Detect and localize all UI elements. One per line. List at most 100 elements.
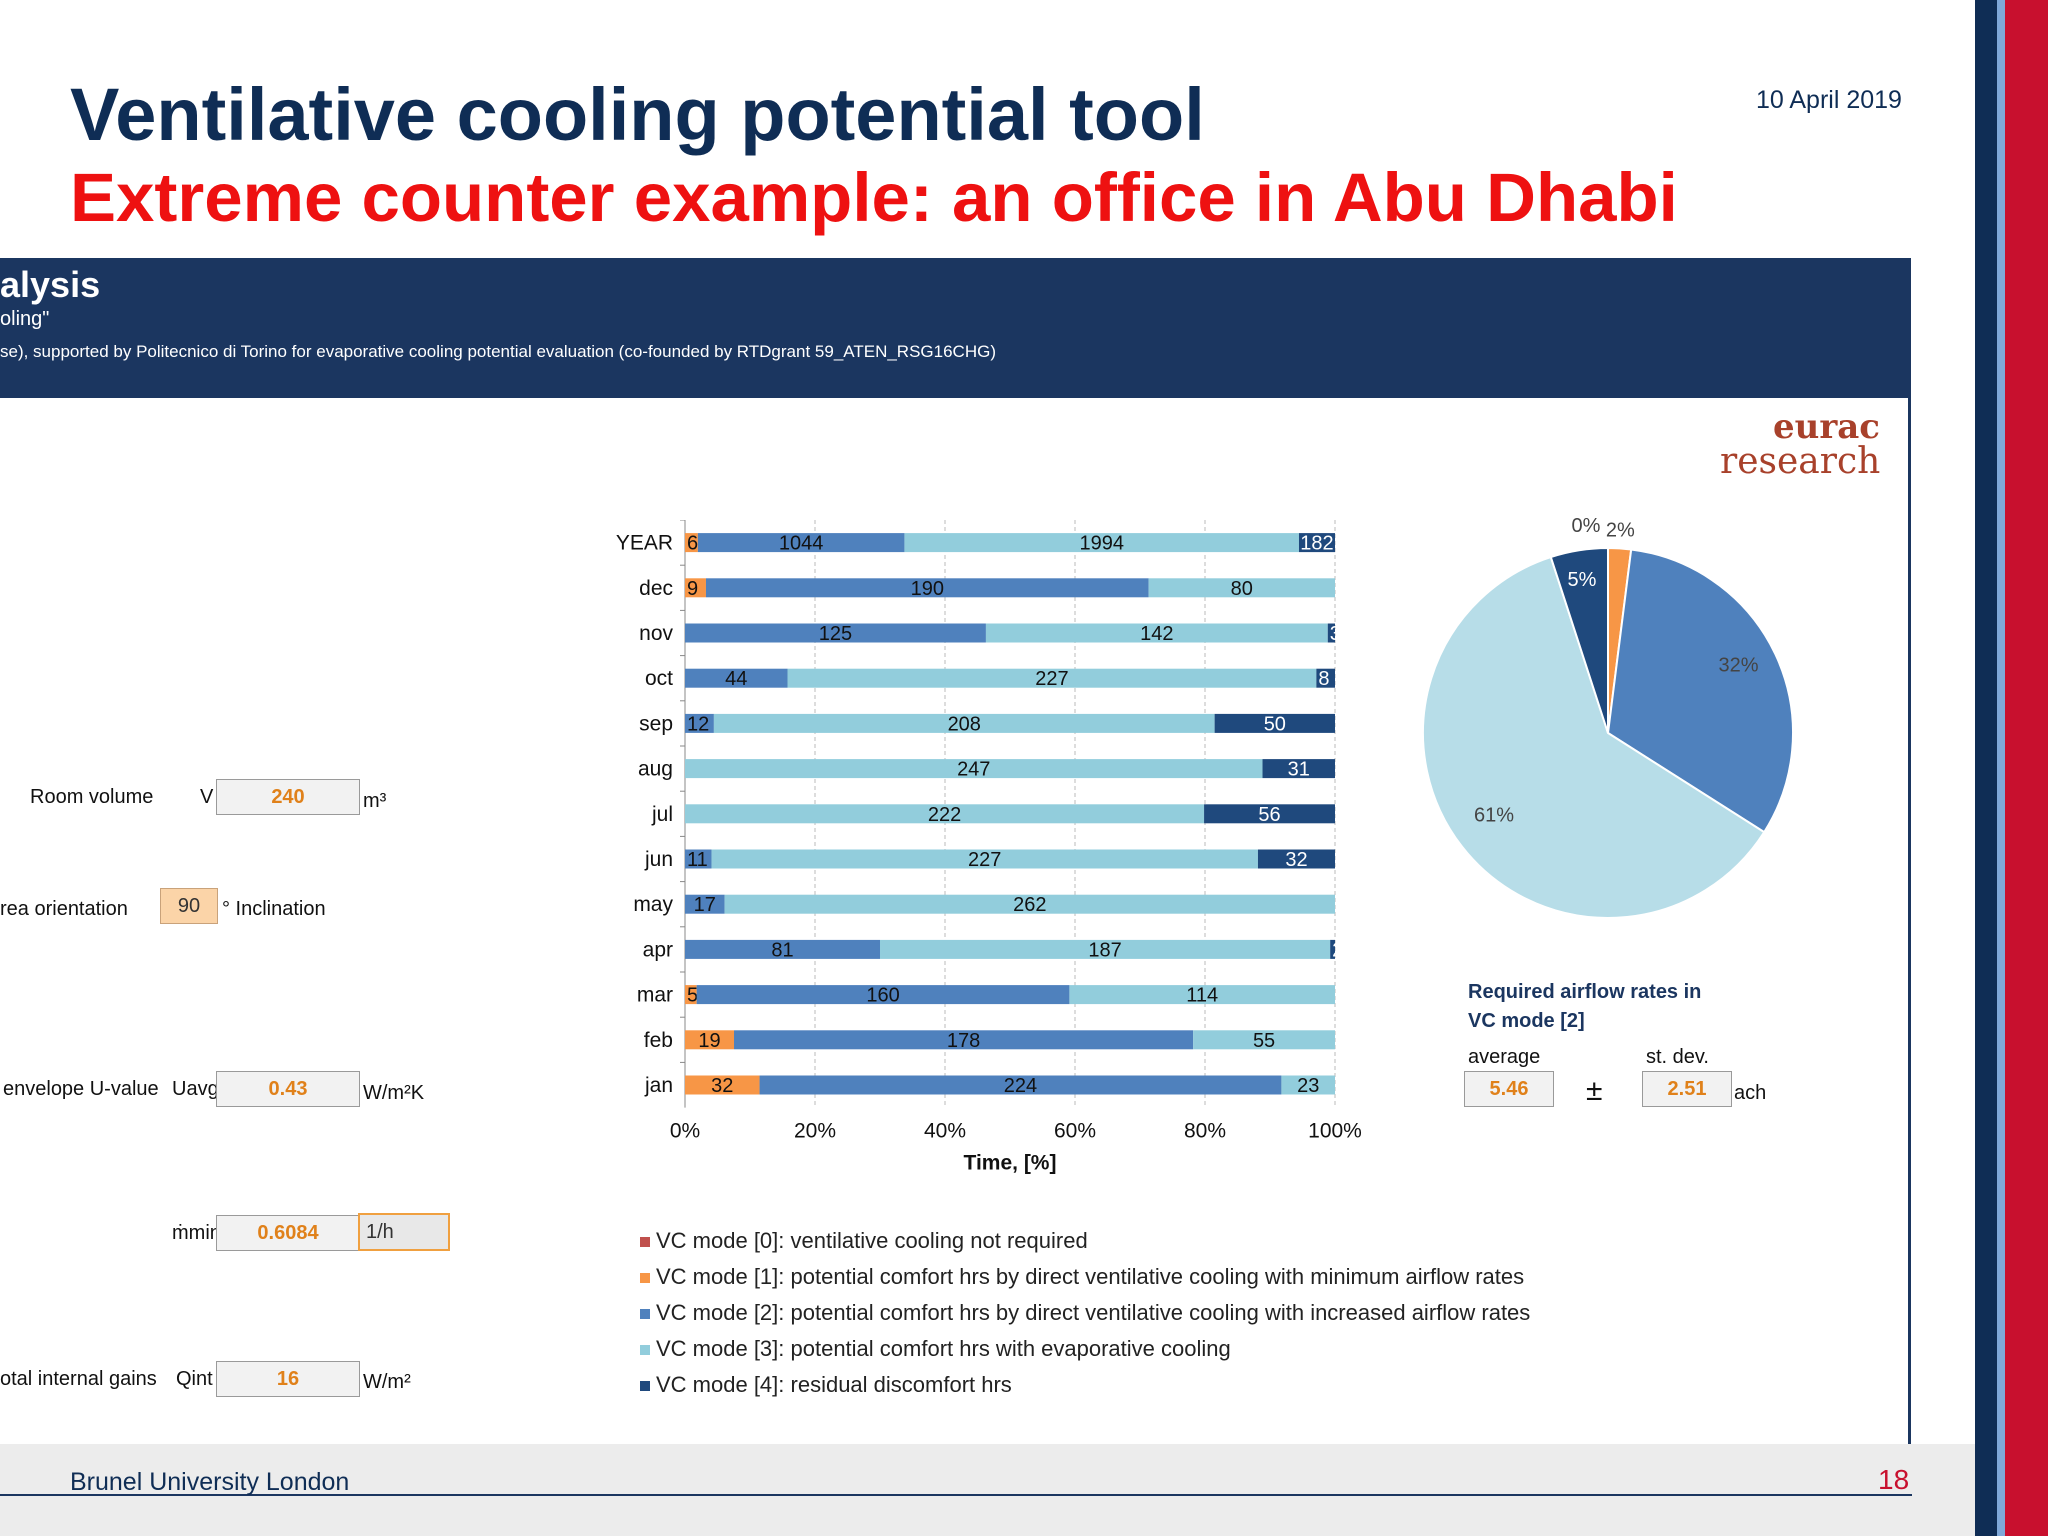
room-volume-field[interactable]: 240 xyxy=(216,779,360,815)
banner-credit: se), supported by Politecnico di Torino … xyxy=(0,342,996,361)
data-label: 0 xyxy=(1337,578,1348,600)
bar-segment xyxy=(711,849,1258,869)
data-label: 0 xyxy=(1337,985,1348,1007)
data-label: 11 xyxy=(687,849,708,871)
internal-gains-symbol: Qint xyxy=(176,1368,213,1390)
x-tick-label: 80% xyxy=(1184,1120,1226,1143)
data-label: 5 xyxy=(687,985,698,1007)
bar-segment xyxy=(734,1030,1194,1050)
airflow-average-field[interactable]: 5.46 xyxy=(1464,1071,1554,1107)
bar-segment xyxy=(705,578,1149,598)
pie-value-label: 32% xyxy=(1719,655,1759,677)
stripe-dark-navy xyxy=(1975,0,1997,1536)
x-tick-label: 100% xyxy=(1308,1120,1362,1143)
bar-segment xyxy=(685,1030,735,1050)
data-label: 125 xyxy=(819,623,852,645)
legend-item: VC mode [4]: residual discomfort hrs xyxy=(640,1372,1012,1398)
bar-segment xyxy=(697,533,905,553)
pie-value-label: 5% xyxy=(1568,569,1597,591)
bar-segment xyxy=(1204,804,1335,824)
data-label: 262 xyxy=(1013,894,1046,916)
y-tick-label: nov xyxy=(639,622,673,645)
internal-gains-unit: W/m² xyxy=(363,1371,411,1393)
data-label: 0 xyxy=(1337,894,1348,916)
y-tick-label: oct xyxy=(645,667,673,690)
data-label: 160 xyxy=(866,985,899,1007)
room-volume-label: Room volume xyxy=(30,786,154,808)
data-label: 1044 xyxy=(779,533,824,555)
internal-gains-field[interactable]: 16 xyxy=(216,1361,360,1397)
y-tick-label: may xyxy=(633,893,673,916)
data-label: 247 xyxy=(957,759,990,781)
data-label: 182 xyxy=(1300,533,1333,555)
u-value-unit: W/m²K xyxy=(363,1082,425,1104)
data-label: 190 xyxy=(911,578,944,600)
data-label: 8 xyxy=(1318,668,1329,690)
data-label: 12 xyxy=(687,713,709,735)
bar-segment xyxy=(713,713,1215,733)
pie-value-label: 0% xyxy=(1572,515,1601,537)
monthly-stacked-bar-chart: 0%20%40%60%80%100%Time, [%]YEAR651044199… xyxy=(616,520,1362,1175)
data-label: 32 xyxy=(711,1075,733,1097)
data-label: 227 xyxy=(968,849,1001,871)
data-label: 81 xyxy=(771,939,793,961)
room-volume-symbol: V xyxy=(200,786,214,808)
data-label: 178 xyxy=(947,1030,980,1052)
eurac-logo: eurac research xyxy=(1720,410,1880,480)
data-label: 224 xyxy=(1004,1075,1037,1097)
bar-segment xyxy=(1214,713,1335,733)
bar-segment xyxy=(685,533,698,553)
data-label: 80 xyxy=(1231,578,1253,600)
data-label: 50 xyxy=(1264,713,1286,735)
y-tick-label: jun xyxy=(644,848,673,871)
min-airflow-field[interactable]: 0.6084 xyxy=(216,1215,360,1251)
legend-item: VC mode [2]: potential comfort hrs by di… xyxy=(640,1300,1530,1326)
data-label: 142 xyxy=(1140,623,1173,645)
plus-minus-symbol: ± xyxy=(1586,1074,1603,1107)
bar-segment xyxy=(1148,578,1335,598)
orientation-field[interactable]: 90 xyxy=(160,888,218,924)
bar-segment xyxy=(685,894,725,914)
bar-segment xyxy=(685,668,788,688)
data-label: 222 xyxy=(928,804,961,826)
bar-segment xyxy=(685,849,712,869)
y-tick-label: apr xyxy=(643,938,673,961)
airflow-stdev-field[interactable]: 2.51 xyxy=(1642,1071,1732,1107)
bar-segment xyxy=(685,713,714,733)
logo-line2: research xyxy=(1720,441,1881,482)
legend-label: VC mode [0]: ventilative cooling not req… xyxy=(656,1228,1088,1253)
logo-line1: eurac xyxy=(1773,407,1880,447)
x-axis-label: Time, [%] xyxy=(964,1152,1057,1175)
data-label: 2 xyxy=(1332,939,1343,961)
pie-slice xyxy=(1422,555,1766,919)
u-value-symbol: Uavg xyxy=(172,1078,219,1100)
legend-swatch xyxy=(640,1381,650,1392)
bar-segment xyxy=(904,533,1299,553)
legend-swatch xyxy=(640,1273,650,1284)
bar-segment xyxy=(724,894,1335,914)
bar-segment xyxy=(880,939,1331,959)
data-label: 44 xyxy=(725,668,747,690)
bar-segment xyxy=(1330,939,1335,959)
y-tick-label: YEAR xyxy=(616,532,673,555)
x-tick-label: 20% xyxy=(794,1120,836,1143)
bar-segment xyxy=(685,1075,760,1095)
bar-segment xyxy=(1327,623,1335,643)
x-tick-label: 40% xyxy=(924,1120,966,1143)
data-label: 9 xyxy=(687,578,698,600)
legend-swatch xyxy=(640,1309,650,1320)
pie-value-label: 2% xyxy=(1606,519,1635,541)
u-value-field[interactable]: 0.43 xyxy=(216,1071,360,1107)
legend-item: VC mode [3]: potential comfort hrs with … xyxy=(640,1336,1231,1362)
y-tick-label: aug xyxy=(638,758,673,781)
u-value-label: envelope U-value xyxy=(3,1078,159,1100)
slide-date: 10 April 2019 xyxy=(1756,86,1902,114)
data-label: 0 xyxy=(1337,1030,1348,1052)
data-label: 19 xyxy=(698,1030,720,1052)
y-tick-label: mar xyxy=(637,984,673,1007)
bar-segment xyxy=(685,578,706,598)
footer-band xyxy=(0,1444,1975,1536)
data-label: 114 xyxy=(1186,985,1218,1007)
bar-segment xyxy=(685,804,1205,824)
bar-segment xyxy=(696,985,1070,1005)
